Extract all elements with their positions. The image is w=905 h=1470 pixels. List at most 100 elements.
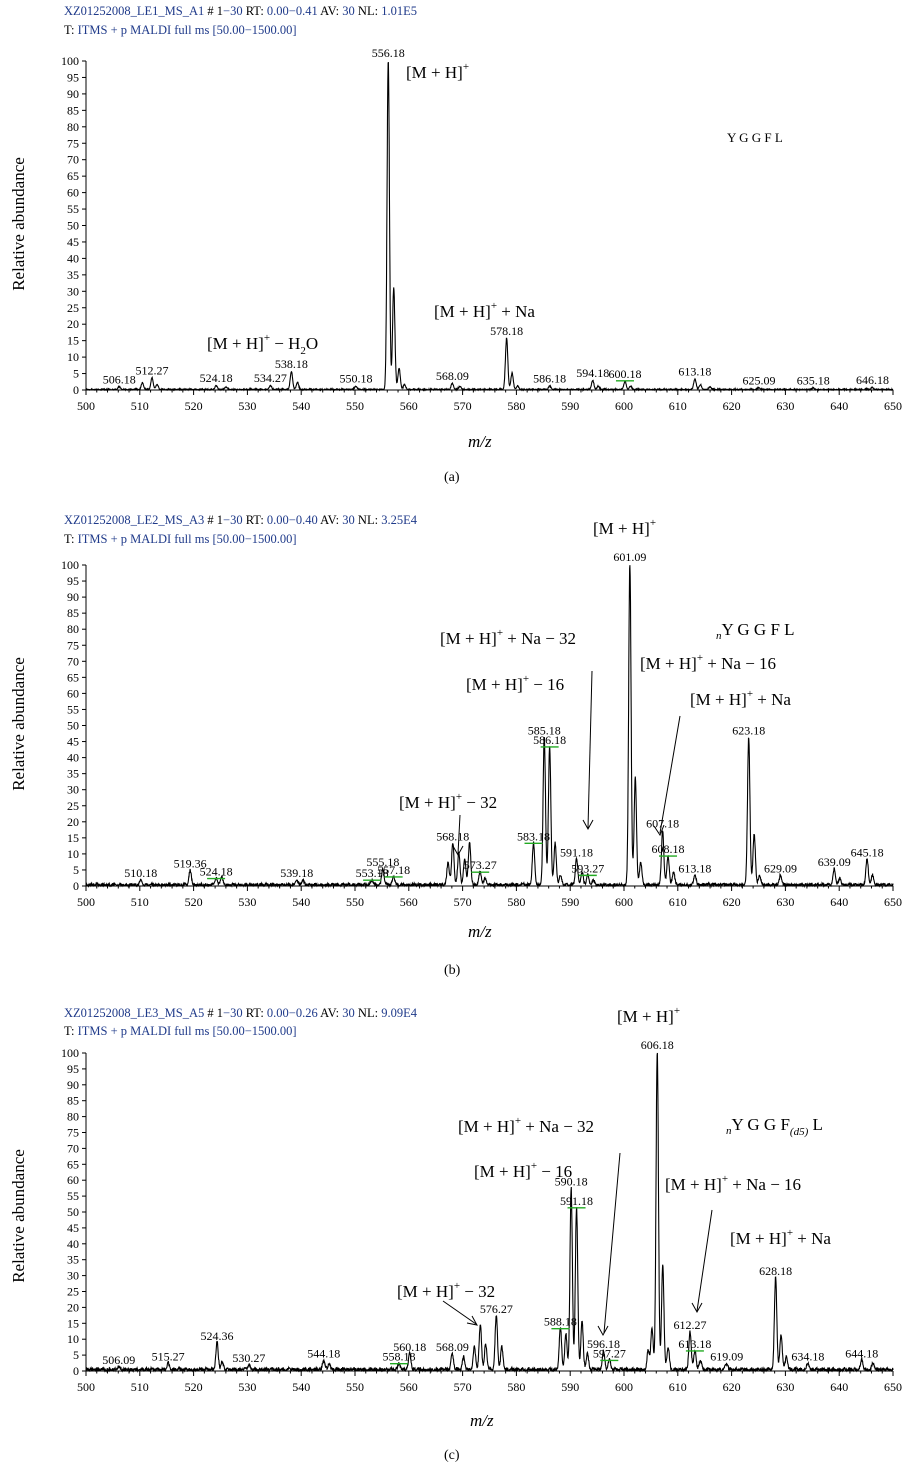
- x-tick-label: 600: [615, 1380, 633, 1394]
- annotation-mh-minus-16: [M + H]+ − 16: [466, 673, 564, 694]
- peak-label: 576.27: [480, 1302, 513, 1316]
- peak-label: 607.18: [646, 816, 679, 830]
- y-tick-label: 50: [67, 1205, 79, 1219]
- peak-label: 619.09: [710, 1350, 743, 1364]
- arrow-head: [653, 824, 665, 837]
- x-tick-label: 570: [454, 895, 472, 909]
- peak-label: 539.18: [280, 866, 313, 880]
- y-tick-label: 45: [67, 735, 79, 749]
- peak-label: 594.18: [576, 366, 609, 380]
- spectrum-chart: [M + H]+ [M + H]+ + Na − 32 [M + H]+ − 1…: [61, 1005, 902, 1394]
- x-tick-label: 590: [561, 895, 579, 909]
- peak-label: 586.18: [533, 372, 566, 386]
- y-tick-label: 70: [67, 654, 79, 668]
- y-tick-label: 25: [67, 301, 79, 315]
- x-tick-label: 640: [830, 1380, 848, 1394]
- scan-filter: T: ITMS + p MALDI full ms [50.00−1500.00…: [64, 23, 297, 37]
- y-tick-label: 90: [67, 1078, 79, 1092]
- x-tick-label: 540: [292, 1380, 310, 1394]
- y-tick-label: 80: [67, 120, 79, 134]
- x-tick-label: 620: [723, 1380, 741, 1394]
- annotation-mh-minus-32: [M + H]+ − 32: [399, 791, 497, 812]
- x-tick-label: 550: [346, 1380, 364, 1394]
- peak-label: 591.18: [560, 1194, 593, 1208]
- annotation-mh-minus-h2o: [M + H]+ − H2O: [207, 332, 318, 357]
- y-tick-label: 70: [67, 153, 79, 167]
- x-tick-label: 650: [884, 399, 902, 413]
- peak-label: 586.18: [533, 733, 566, 747]
- peptide-sequence: Y G G F L: [727, 130, 783, 145]
- x-tick-label: 540: [292, 895, 310, 909]
- y-tick-label: 35: [67, 767, 79, 781]
- x-tick-label: 550: [346, 399, 364, 413]
- x-tick-label: 560: [400, 1380, 418, 1394]
- y-tick-label: 10: [67, 847, 79, 861]
- peak-label: 538.18: [275, 357, 308, 371]
- peak-label: 568.18: [436, 829, 469, 843]
- x-axis-label: m/z: [470, 1411, 494, 1430]
- x-tick-label: 610: [669, 1380, 687, 1394]
- y-tick-label: 95: [67, 1062, 79, 1076]
- spectrum-trace: [85, 1052, 894, 1373]
- y-tick-label: 30: [67, 1269, 79, 1283]
- y-tick-label: 30: [67, 783, 79, 797]
- y-tick-label: 75: [67, 1126, 79, 1140]
- y-tick-label: 5: [73, 1348, 79, 1362]
- y-tick-label: 15: [67, 334, 79, 348]
- peak-label: 530.27: [232, 1351, 265, 1365]
- y-tick-label: 20: [67, 1300, 79, 1314]
- peak-label: 519.36: [174, 857, 207, 871]
- spectrum-panel-c: XZ01252008_LE3_MS_A5 # 1−30 RT: 0.00−0.2…: [0, 988, 905, 1470]
- y-tick-label: 65: [67, 670, 79, 684]
- y-tick-label: 5: [73, 863, 79, 877]
- x-tick-label: 590: [561, 399, 579, 413]
- y-tick-label: 85: [67, 1094, 79, 1108]
- y-tick-label: 10: [67, 350, 79, 364]
- x-tick-label: 570: [454, 399, 472, 413]
- y-tick-label: 55: [67, 202, 79, 216]
- annotation-mh-na-minus-32: [M + H]+ + Na − 32: [458, 1115, 594, 1136]
- y-tick-label: 55: [67, 702, 79, 716]
- x-tick-label: 610: [669, 895, 687, 909]
- x-tick-label: 530: [238, 399, 256, 413]
- peak-label: 608.18: [652, 842, 685, 856]
- y-tick-label: 55: [67, 1189, 79, 1203]
- y-tick-label: 60: [67, 1173, 79, 1187]
- y-tick-label: 0: [73, 383, 79, 397]
- x-tick-label: 530: [238, 1380, 256, 1394]
- x-tick-label: 500: [77, 895, 95, 909]
- peak-label: 600.18: [608, 367, 641, 381]
- peak-label: 635.18: [797, 373, 830, 387]
- peak-label: 524.18: [200, 371, 233, 385]
- peak-label: 524.18: [200, 865, 233, 879]
- spectrum-chart: [M + H]+ [M + H]+ + Na − 32 [M + H]+ − 1…: [61, 517, 902, 909]
- peak-label: 524.36: [201, 1329, 234, 1343]
- arrow-line: [659, 715, 681, 834]
- x-tick-label: 580: [507, 399, 525, 413]
- panel-label: (c): [444, 1448, 460, 1463]
- peak-label: 506.18: [103, 372, 136, 386]
- peptide-sequence: nY G G F L: [716, 620, 795, 642]
- x-tick-label: 630: [776, 399, 794, 413]
- arrow-line: [587, 670, 593, 829]
- x-tick-label: 510: [131, 399, 149, 413]
- peak-label: 623.18: [732, 723, 765, 737]
- y-tick-label: 20: [67, 317, 79, 331]
- y-tick-label: 45: [67, 235, 79, 249]
- peak-label: 644.18: [845, 1346, 878, 1360]
- scan-header: XZ01252008_LE3_MS_A5 # 1−30 RT: 0.00−0.2…: [64, 1006, 417, 1020]
- peak-label: 628.18: [759, 1264, 792, 1278]
- x-tick-label: 600: [615, 895, 633, 909]
- peak-label: 510.18: [124, 866, 157, 880]
- x-tick-label: 500: [77, 1380, 95, 1394]
- scan-filter: T: ITMS + p MALDI full ms [50.00−1500.00…: [64, 532, 297, 546]
- y-tick-label: 60: [67, 686, 79, 700]
- spectrum-panel-a: XZ01252008_LE1_MS_A1 # 1−30 RT: 0.00−0.4…: [0, 0, 905, 490]
- peak-label: 560.18: [393, 1340, 426, 1354]
- x-tick-label: 620: [723, 895, 741, 909]
- scan-header: XZ01252008_LE1_MS_A1 # 1−30 RT: 0.00−0.4…: [64, 4, 417, 18]
- peak-label: 568.09: [436, 369, 469, 383]
- peak-label: 612.27: [674, 1318, 707, 1332]
- annotation-mh-na-minus-16: [M + H]+ + Na − 16: [665, 1173, 801, 1194]
- x-tick-label: 560: [400, 399, 418, 413]
